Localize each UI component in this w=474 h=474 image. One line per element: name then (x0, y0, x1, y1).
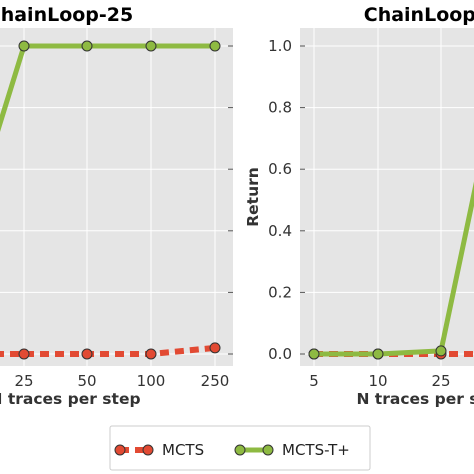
y-tick-label: 0.0 (268, 345, 292, 363)
legend: MCTS MCTS-T+ (109, 425, 371, 471)
x-tick-label: 10 (368, 372, 387, 390)
left-ticks: 25 50 100 250 (14, 45, 233, 390)
right-ticks: 0.0 0.2 0.4 0.6 0.8 1.0 5 10 25 (268, 37, 450, 390)
data-point (308, 348, 320, 360)
data-point (18, 348, 30, 360)
legend-label: MCTS (162, 441, 204, 459)
x-tick-label: 50 (77, 372, 96, 390)
x-tick-label: 100 (137, 372, 166, 390)
legend-marker (114, 444, 126, 456)
left-x-axis-label: N traces per step (0, 390, 141, 408)
data-point (81, 348, 93, 360)
data-point (209, 40, 221, 52)
left-chart-title: ChainLoop-25 (0, 4, 133, 26)
data-point (81, 40, 93, 52)
series-line-mcts (0, 344, 216, 357)
right-plot-background (300, 28, 474, 366)
y-tick-label: 0.2 (268, 283, 292, 301)
data-point (145, 40, 157, 52)
legend-label: MCTS-T+ (282, 441, 350, 459)
data-point (18, 40, 30, 52)
legend-marker (234, 444, 246, 456)
right-y-axis-label: Return (244, 167, 262, 227)
legend-item-mcts: MCTS (114, 441, 204, 459)
x-tick-label: 25 (14, 372, 33, 390)
series-line-mcts-t- (314, 181, 474, 357)
y-tick-label: 0.6 (268, 160, 292, 178)
left-plot-background (0, 28, 233, 366)
data-point (145, 348, 157, 360)
right-panel: 0.0 0.2 0.4 0.6 0.8 1.0 5 10 25 ChainLoop-25 N t… (244, 4, 474, 408)
x-tick-label: 25 (431, 372, 450, 390)
right-gridlines (300, 28, 474, 366)
legend-marker (262, 444, 274, 456)
x-tick-label: 5 (309, 372, 319, 390)
x-tick-label: 250 (201, 372, 230, 390)
left-panel: 25 50 100 250 ChainLoop-25 N traces per ste… (0, 4, 233, 408)
left-series (0, 40, 221, 360)
right-x-axis-label: N traces per step (356, 390, 474, 408)
y-tick-label: 1.0 (268, 37, 292, 55)
data-point (372, 348, 384, 360)
right-series (308, 181, 474, 360)
right-chart-title: ChainLoop-25 (364, 4, 474, 26)
series-line-mcts-t- (0, 43, 215, 132)
y-tick-label: 0.4 (268, 222, 292, 240)
legend-item-mcts-t-: MCTS-T+ (234, 441, 350, 459)
data-point (209, 342, 221, 354)
data-point (435, 345, 447, 357)
y-tick-label: 0.8 (268, 99, 292, 117)
legend-marker (142, 444, 154, 456)
